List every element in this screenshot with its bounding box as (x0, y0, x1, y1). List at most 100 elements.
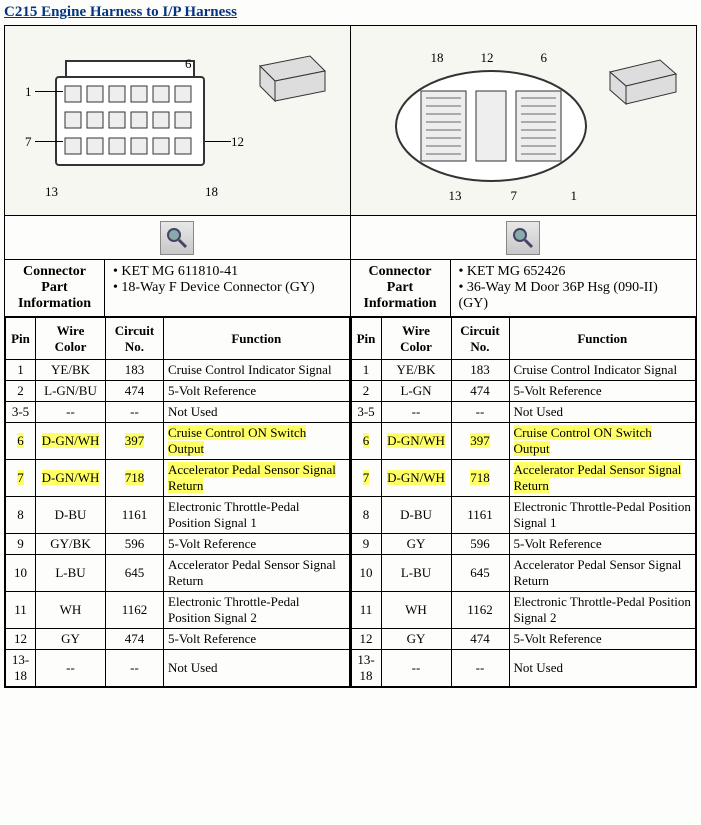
cell-func: Not Used (509, 650, 696, 687)
cell-pin: 10 (351, 555, 381, 592)
cell-func: Electronic Throttle-Pedal Position Signa… (164, 592, 350, 629)
info-label: Connector Part Information (351, 260, 451, 316)
right-panel: 18 12 6 13 7 1 Connector Part Informatio… (351, 25, 698, 688)
cell-pin: 8 (6, 497, 36, 534)
cell-wire: -- (36, 402, 106, 423)
table-row: 9GY/BK5965-Volt Reference (6, 534, 350, 555)
cell-pin: 3-5 (351, 402, 381, 423)
right-connector-info: Connector Part Information • KET MG 6524… (351, 260, 697, 317)
cell-wire: -- (381, 650, 451, 687)
cell-func: 5-Volt Reference (509, 629, 696, 650)
cell-pin: 1 (351, 360, 381, 381)
col-header: Function (509, 318, 696, 360)
cell-pin: 12 (351, 629, 381, 650)
cell-pin: 10 (6, 555, 36, 592)
magnifier-icon[interactable] (160, 221, 194, 255)
main-container: 1 6 7 12 13 18 Connector Part Informatio… (4, 25, 697, 688)
cell-func: Not Used (164, 650, 350, 687)
right-pinout-table: Pin Wire Color Circuit No. Function 1YE/… (351, 317, 697, 687)
diagram-label: 6 (541, 50, 548, 66)
cell-wire: L-GN/BU (36, 381, 106, 402)
cell-func: 5-Volt Reference (164, 534, 350, 555)
table-row: 2L-GN/BU4745-Volt Reference (6, 381, 350, 402)
col-header: Circuit No. (106, 318, 164, 360)
cell-circ: 474 (451, 381, 509, 402)
diagram-label: 13 (45, 184, 58, 200)
cell-wire: WH (36, 592, 106, 629)
table-row: 11WH1162Electronic Throttle-Pedal Positi… (351, 592, 696, 629)
cell-pin: 7 (6, 460, 36, 497)
cell-circ: 474 (451, 629, 509, 650)
cell-wire: D-BU (36, 497, 106, 534)
cell-wire: D-GN/WH (36, 460, 106, 497)
info-label: Connector Part Information (5, 260, 105, 316)
right-zoom-row (351, 216, 697, 260)
left-connector-diagram: 1 6 7 12 13 18 (5, 26, 350, 216)
table-row: 7D-GN/WH718Accelerator Pedal Sensor Sign… (6, 460, 350, 497)
cell-func: Electronic Throttle-Pedal Position Signa… (509, 592, 696, 629)
cell-func: Cruise Control ON Switch Output (509, 423, 696, 460)
table-row: 6D-GN/WH397Cruise Control ON Switch Outp… (351, 423, 696, 460)
cell-wire: L-BU (381, 555, 451, 592)
cell-circ: 1162 (451, 592, 509, 629)
cell-wire: L-GN (381, 381, 451, 402)
cell-circ: -- (106, 650, 164, 687)
left-zoom-row (5, 216, 350, 260)
table-row: 6D-GN/WH397Cruise Control ON Switch Outp… (6, 423, 350, 460)
cell-pin: 2 (351, 381, 381, 402)
cell-pin: 7 (351, 460, 381, 497)
cell-wire: GY (381, 629, 451, 650)
right-connector-diagram: 18 12 6 13 7 1 (351, 26, 697, 216)
info-item: KET MG 652426 (467, 264, 566, 279)
cell-wire: D-BU (381, 497, 451, 534)
cell-wire: D-GN/WH (381, 460, 451, 497)
col-header: Wire Color (36, 318, 106, 360)
table-row: 13-18----Not Used (351, 650, 696, 687)
cell-pin: 2 (6, 381, 36, 402)
cell-func: Cruise Control Indicator Signal (509, 360, 696, 381)
diagram-label: 6 (185, 56, 192, 72)
cell-func: Accelerator Pedal Sensor Signal Return (164, 460, 350, 497)
diagram-label: 12 (481, 50, 494, 66)
cell-circ: 718 (106, 460, 164, 497)
col-header: Circuit No. (451, 318, 509, 360)
cell-circ: 474 (106, 629, 164, 650)
table-row: 12GY4745-Volt Reference (351, 629, 696, 650)
table-row: 10L-BU645Accelerator Pedal Sensor Signal… (351, 555, 696, 592)
cell-circ: -- (106, 402, 164, 423)
cell-circ: 183 (451, 360, 509, 381)
cell-wire: -- (381, 402, 451, 423)
cell-func: 5-Volt Reference (509, 381, 696, 402)
info-item: KET MG 611810-41 (121, 264, 238, 279)
table-row: 3-5----Not Used (6, 402, 350, 423)
cell-func: Cruise Control Indicator Signal (164, 360, 350, 381)
diagram-label: 1 (571, 188, 578, 204)
cell-circ: 183 (106, 360, 164, 381)
cell-circ: 397 (106, 423, 164, 460)
page-title: C215 Engine Harness to I/P Harness (4, 4, 697, 21)
cell-func: Cruise Control ON Switch Output (164, 423, 350, 460)
cell-circ: 474 (106, 381, 164, 402)
cell-circ: 596 (106, 534, 164, 555)
cell-circ: 645 (451, 555, 509, 592)
left-pinout-table: Pin Wire Color Circuit No. Function 1YE/… (5, 317, 350, 687)
info-item: 36-Way M Door 36P Hsg (090-II) (GY) (459, 280, 658, 311)
col-header: Function (164, 318, 350, 360)
diagram-label: 13 (449, 188, 462, 204)
cell-func: Electronic Throttle-Pedal Position Signa… (164, 497, 350, 534)
col-header: Pin (351, 318, 381, 360)
cell-func: 5-Volt Reference (164, 381, 350, 402)
cell-wire: YE/BK (381, 360, 451, 381)
info-value: • KET MG 652426 • 36-Way M Door 36P Hsg … (451, 260, 697, 316)
cell-wire: GY (381, 534, 451, 555)
diagram-label: 18 (205, 184, 218, 200)
cell-circ: 1161 (106, 497, 164, 534)
table-row: 9GY5965-Volt Reference (351, 534, 696, 555)
cell-circ: -- (451, 402, 509, 423)
cell-func: Not Used (509, 402, 696, 423)
table-row: 8D-BU1161Electronic Throttle-Pedal Posit… (351, 497, 696, 534)
diagram-label: 1 (25, 84, 32, 100)
table-row: 1YE/BK183Cruise Control Indicator Signal (6, 360, 350, 381)
cell-pin: 11 (351, 592, 381, 629)
magnifier-icon[interactable] (506, 221, 540, 255)
